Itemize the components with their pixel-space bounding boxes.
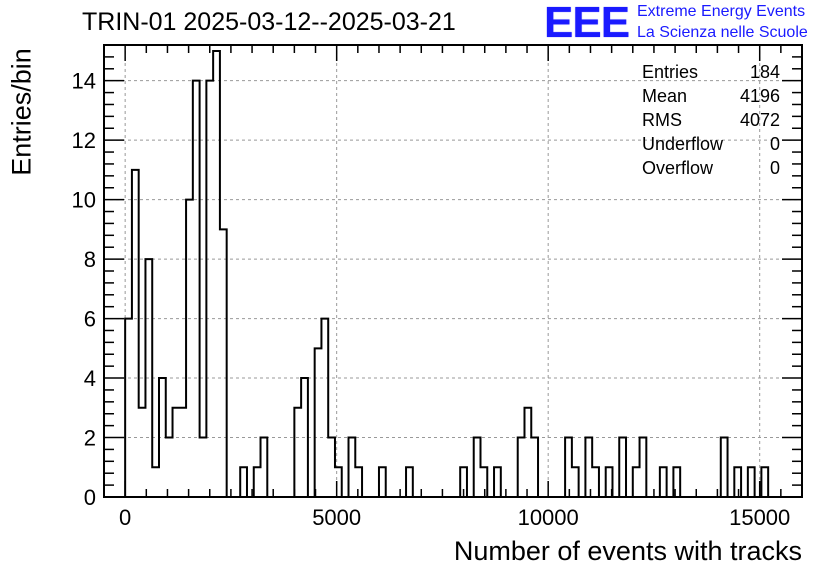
x-tick-label: 15000 [729, 505, 790, 530]
stat-value: 184 [749, 62, 780, 82]
y-tick-label: 6 [84, 307, 96, 332]
stat-mean: Mean 4196 [642, 84, 780, 108]
y-axis-label: Entries/bin [6, 48, 37, 176]
y-tick-label: 8 [84, 247, 96, 272]
tick-labels: 0 5000 10000 15000 0 2 4 6 8 10 12 14 [72, 69, 791, 530]
stat-label: RMS [642, 110, 682, 130]
y-tick-label: 0 [84, 485, 96, 510]
stat-underflow: Underflow 0 [642, 132, 780, 156]
stat-label: Underflow [642, 134, 724, 154]
brand-line-2: La Scienza nelle Scuole [637, 24, 808, 41]
x-tick-label: 5000 [312, 505, 361, 530]
x-axis-label: Number of events with tracks [453, 536, 802, 566]
stats-box: Entries 184 Mean 4196 RMS 4072 Underflow 0 O… [642, 60, 780, 180]
stat-value: 4072 [739, 110, 780, 130]
eee-logo: EEE [544, 0, 630, 47]
stat-label: Entries [642, 62, 699, 82]
stat-value: 0 [769, 158, 780, 178]
stat-label: Mean [642, 86, 688, 106]
x-tick-label: 10000 [518, 505, 579, 530]
y-tick-label: 4 [84, 366, 96, 391]
y-tick-label: 2 [84, 426, 96, 451]
y-tick-label: 14 [72, 69, 96, 94]
stat-entries: Entries 184 [642, 60, 780, 84]
brand-line-1: Extreme Energy Events [637, 3, 806, 20]
stat-overflow: Overflow 0 [642, 156, 780, 180]
stat-value: 0 [769, 134, 780, 154]
x-tick-label: 0 [119, 505, 131, 530]
y-tick-label: 10 [72, 188, 96, 213]
stat-rms: RMS 4072 [642, 108, 780, 132]
plot-frame [103, 44, 803, 498]
histogram-series [124, 49, 770, 497]
chart-title: TRIN-01 2025-03-12--2025-03-21 [82, 8, 456, 36]
y-tick-label: 12 [72, 128, 96, 153]
stat-label: Overflow [642, 158, 714, 178]
stat-value: 4196 [739, 86, 780, 106]
